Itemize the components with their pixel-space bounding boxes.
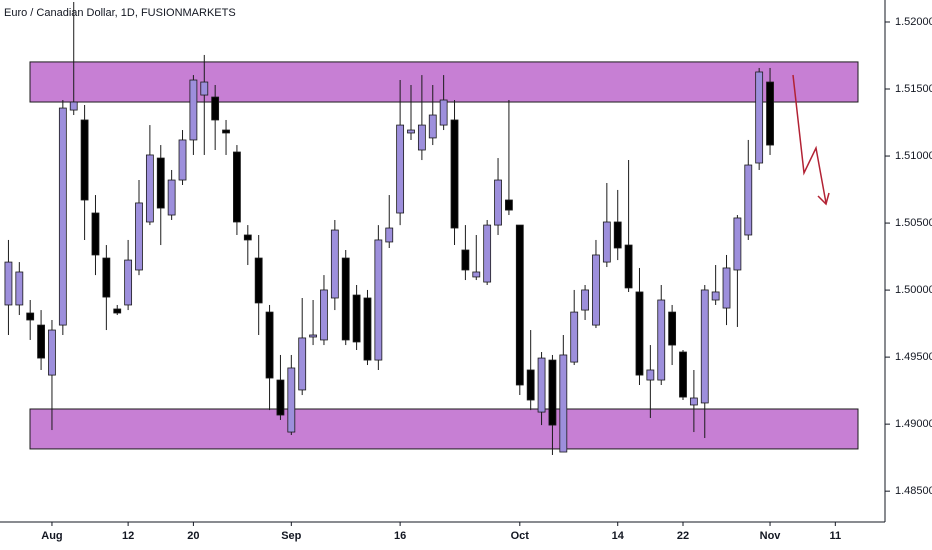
candle-body [766, 81, 774, 146]
candle-body [102, 257, 111, 298]
candle-body [341, 257, 350, 341]
candle-body [374, 239, 383, 361]
candle-body [91, 212, 100, 256]
candle-body [113, 308, 122, 314]
candle-body [211, 96, 220, 121]
candle-body [396, 124, 405, 214]
candle-body [755, 71, 764, 164]
candle-body [363, 297, 372, 361]
x-tick-label: 16 [394, 530, 406, 542]
candle-body [26, 312, 35, 321]
y-tick-label: 1.49000 [895, 418, 932, 430]
candle-body [222, 129, 230, 134]
candle-body [287, 367, 296, 433]
candle-body [254, 257, 263, 304]
candle-body [417, 124, 426, 151]
candle-body [461, 249, 470, 271]
x-tick-label: 12 [122, 530, 134, 542]
candle-body [646, 369, 655, 381]
candle-body [167, 179, 176, 216]
candle-body [135, 202, 143, 271]
x-tick-label: Sep [281, 530, 301, 542]
candle-body [494, 179, 502, 226]
candle-body [428, 114, 437, 139]
x-tick-label: Oct [511, 530, 530, 542]
candle-body [200, 81, 209, 96]
candle-body [548, 359, 557, 426]
y-tick-label: 1.49500 [895, 351, 932, 363]
candle-body [537, 357, 546, 413]
candle-body [515, 224, 524, 386]
candle-body [37, 324, 45, 359]
candle-body [385, 227, 394, 243]
y-tick-label: 1.52000 [895, 16, 932, 28]
candle-body [352, 294, 361, 343]
candle-body [450, 119, 459, 229]
candle-body [526, 369, 535, 401]
plot-area [4, 2, 859, 455]
candle-body [407, 129, 415, 134]
candle-body [711, 291, 720, 301]
y-tick-label: 1.51000 [895, 150, 932, 162]
candle-body [80, 119, 89, 201]
candle-body [15, 271, 24, 306]
candle-body [330, 229, 339, 299]
candle-body [48, 329, 56, 376]
candle-body [668, 311, 677, 346]
candle-body [657, 299, 666, 381]
candle-body [722, 267, 731, 309]
chart-title: Euro / Canadian Dollar, 1D, FUSIONMARKET… [4, 7, 236, 19]
candle-body [602, 221, 611, 263]
candle-body [265, 311, 274, 379]
candle-body [156, 157, 165, 209]
candle-body [689, 397, 698, 406]
x-tick-label: 20 [187, 530, 199, 542]
x-tick-label: 11 [829, 530, 841, 542]
candle-body [613, 221, 622, 249]
candle-body [679, 351, 687, 398]
candle-body [635, 291, 644, 376]
x-tick-label: Aug [41, 530, 62, 542]
candle-body [581, 289, 589, 311]
candle-body [189, 79, 198, 141]
candle-body [145, 154, 154, 223]
candle-body [276, 379, 285, 416]
candle-body [439, 99, 448, 126]
candle-body [733, 217, 742, 271]
candle-body [69, 101, 78, 111]
candle-body [243, 234, 252, 241]
candle-body [298, 337, 307, 391]
candle-body [178, 139, 187, 181]
x-tick-label: Nov [760, 530, 782, 542]
candle-body [505, 199, 513, 211]
candle-body [624, 244, 633, 289]
candle-body [700, 289, 709, 404]
zone [29, 408, 859, 450]
y-tick-label: 1.48500 [895, 485, 932, 497]
candle-body [472, 271, 481, 278]
candle-body [124, 259, 133, 306]
candle-body [570, 311, 579, 363]
candle-body [592, 254, 600, 326]
x-tick-label: 14 [612, 530, 625, 542]
candle-body [559, 354, 568, 453]
candle-body [483, 224, 492, 283]
candle-body [320, 289, 328, 341]
arrow-line [792, 74, 827, 204]
y-tick-label: 1.50000 [895, 284, 932, 296]
forecast-arrow [792, 74, 830, 206]
candle-body [233, 151, 241, 223]
candle-body [309, 334, 317, 338]
arrow-head [817, 192, 830, 206]
candle-body [58, 107, 67, 326]
candle-body [744, 164, 753, 236]
candle-body [4, 261, 13, 306]
y-tick-label: 1.50500 [895, 217, 932, 229]
x-tick-label: 22 [677, 530, 689, 542]
y-tick-label: 1.51500 [895, 83, 932, 95]
